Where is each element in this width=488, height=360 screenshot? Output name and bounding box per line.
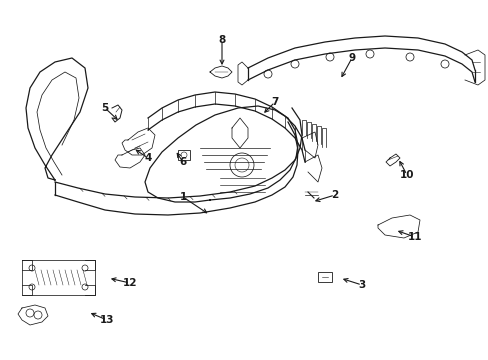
Bar [317,272,331,282]
Text: 12: 12 [122,278,137,288]
Bar [178,150,190,160]
Text: 4: 4 [144,153,151,163]
Text: 2: 2 [331,190,338,200]
Text: 5: 5 [101,103,108,113]
Text: 7: 7 [271,97,278,107]
Text: 6: 6 [179,157,186,167]
Text: 1: 1 [179,192,186,202]
Text: 13: 13 [100,315,114,325]
Text: 9: 9 [348,53,355,63]
Text: 10: 10 [399,170,413,180]
Text: 11: 11 [407,232,421,242]
Text: 3: 3 [358,280,365,290]
Text: 8: 8 [218,35,225,45]
